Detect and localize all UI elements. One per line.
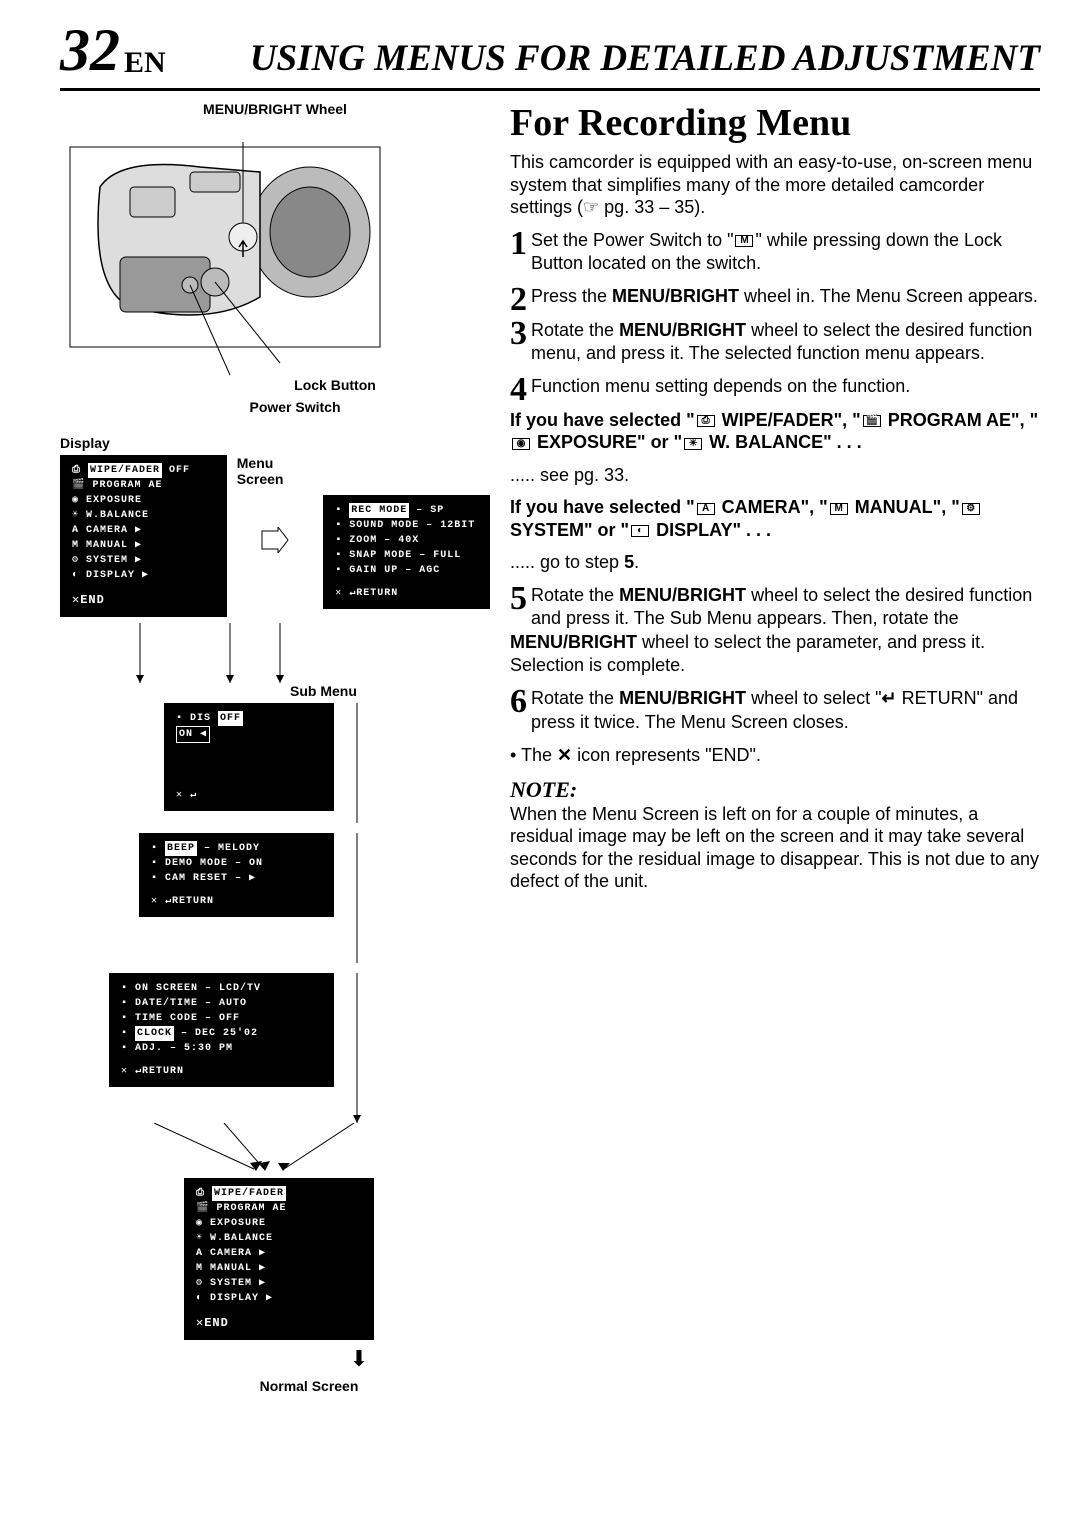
flow-line-side-1 (342, 703, 372, 823)
heading: For Recording Menu (510, 101, 1040, 145)
step-1a: Set the Power Switch to " (531, 230, 733, 250)
step-3: 3 Rotate the MENU/BRIGHT wheel to select… (510, 319, 1040, 366)
step-3a: Rotate the (531, 320, 619, 340)
wheel-label: MENU/BRIGHT Wheel (60, 101, 490, 117)
display-menu: ⎙ WIPE/FADER OFF🎬 PROGRAM AE◉ EXPOSURE☀ … (60, 455, 227, 617)
step-2a: Press the (531, 286, 612, 306)
note-heading: NOTE: (510, 777, 1040, 803)
section-title: USING MENUS FOR DETAILED ADJUSTMENT (250, 37, 1040, 80)
manual-icon: M (830, 503, 848, 515)
sel2e: DISPLAY" . . . (651, 520, 771, 540)
normal-screen-label: Normal Screen (164, 1378, 454, 1394)
program-icon: 🎬 (863, 415, 881, 427)
step-1: 1 Set the Power Switch to "M" while pres… (510, 229, 1040, 276)
down-arrow-icon: ⬇ (264, 1346, 454, 1372)
sel1a: If you have selected " (510, 410, 695, 430)
step-2b: wheel in. The Menu Screen appears. (739, 286, 1038, 306)
flow-line-side-3 (342, 973, 372, 1123)
sub-menu-3: ▪ ON SCREEN – LCD/TV▪ DATE/TIME – AUTO▪ … (109, 973, 334, 1087)
sel1e: W. BALANCE" . . . (704, 432, 862, 452)
intro-text: This camcorder is equipped with an easy-… (510, 151, 1040, 219)
camcorder-illustration (60, 117, 390, 377)
flow-line-side-2 (342, 833, 372, 963)
s6b: wheel to select " (746, 688, 881, 708)
end-x-icon: ✕ (557, 745, 572, 765)
sel2go-a: ..... go to step (510, 552, 624, 572)
s6w: MENU/BRIGHT (619, 688, 746, 708)
step-5: 5 Rotate the MENU/BRIGHT wheel to select… (510, 584, 1040, 678)
flow-lines-1 (100, 623, 330, 683)
step-4: 4 Function menu setting depends on the f… (510, 375, 1040, 398)
s6bb: icon represents "END". (572, 745, 761, 765)
sel2b: CAMERA", " (717, 497, 828, 517)
menu-screen: ▪ REC MODE – SP▪ SOUND MODE – 12BIT▪ ZOO… (323, 495, 490, 609)
lock-button-label: Lock Button (180, 377, 490, 393)
page-language: EN (124, 46, 166, 80)
wbalance-icon: ☀ (684, 438, 702, 450)
step-6: 6 Rotate the MENU/BRIGHT wheel to select… (510, 687, 1040, 734)
step-2-wheel: MENU/BRIGHT (612, 286, 739, 306)
m-mode-icon: M (735, 235, 753, 247)
sel1c: PROGRAM AE", " (883, 410, 1038, 430)
sel-1: If you have selected "⎙ WIPE/FADER", "🎬 … (510, 409, 1040, 454)
sel2d: SYSTEM" or " (510, 520, 629, 540)
s5w: MENU/BRIGHT (619, 585, 746, 605)
camera-icon: A (697, 503, 715, 515)
step-4-text: Function menu setting depends on the fun… (531, 376, 910, 396)
arrow-right-icon (260, 527, 290, 553)
wipe-icon: ⎙ (697, 415, 715, 427)
sel1b: WIPE/FADER", " (717, 410, 861, 430)
exposure-icon: ◉ (512, 438, 530, 450)
step-6-bullet: • The ✕ icon represents "END". (510, 744, 1040, 767)
final-menu: ⎙ WIPE/FADER🎬 PROGRAM AE◉ EXPOSURE☀ W.BA… (184, 1178, 374, 1340)
sel2-end: . (634, 552, 639, 572)
return-icon: ↵ (882, 688, 897, 708)
sub-menu-label: Sub Menu (290, 683, 490, 699)
page-number: 32 (60, 20, 120, 80)
sub-menu-2: ▪ BEEP – MELODY▪ DEMO MODE – ON▪ CAM RES… (139, 833, 334, 917)
display-label: Display (60, 435, 490, 451)
s5w2: MENU/BRIGHT (510, 632, 637, 652)
step-2: 2 Press the MENU/BRIGHT wheel in. The Me… (510, 285, 1040, 308)
sel2c: MANUAL", " (850, 497, 960, 517)
menu-screen-label: Menu Screen (237, 455, 313, 487)
sel-2: If you have selected "A CAMERA", "M MANU… (510, 496, 1040, 541)
sel2a: If you have selected " (510, 497, 695, 517)
power-switch-label: Power Switch (100, 399, 490, 415)
step-3-wheel: MENU/BRIGHT (619, 320, 746, 340)
sel1-go: ..... see pg. 33. (510, 464, 1040, 487)
sub-menu-1: ▪ DIS OFF ON ◀ ✕ ↵ (164, 703, 334, 811)
sel1d: EXPOSURE" or " (532, 432, 682, 452)
s6ba: • The (510, 745, 557, 765)
system-icon: ⚙ (962, 503, 980, 515)
sel2-step: 5 (624, 552, 634, 572)
s6a: Rotate the (531, 688, 619, 708)
converge-arrows (124, 1123, 424, 1173)
sel2-go: ..... go to step 5. (510, 551, 1040, 574)
display-icon: ◐ (631, 525, 649, 537)
note-text: When the Menu Screen is left on for a co… (510, 803, 1040, 893)
s5a: Rotate the (531, 585, 619, 605)
